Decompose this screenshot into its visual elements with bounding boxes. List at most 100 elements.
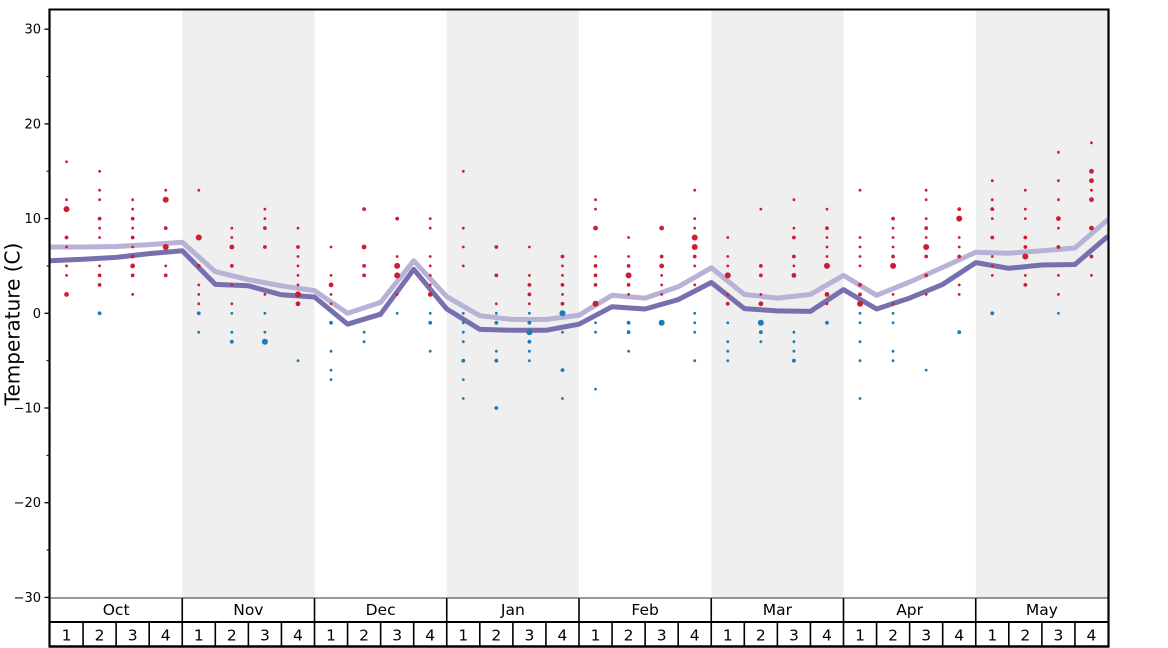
red-temperature-dot: [858, 188, 862, 192]
blue-temperature-dot: [858, 340, 862, 344]
month-shading-band: [446, 10, 579, 598]
week-number-label: 4: [1087, 627, 1097, 645]
red-temperature-dot: [825, 226, 829, 231]
red-temperature-dot: [924, 217, 928, 221]
blue-temperature-dot: [891, 311, 895, 315]
red-temperature-dot: [924, 198, 928, 202]
red-temperature-dot: [990, 207, 995, 212]
red-temperature-dot: [692, 254, 697, 259]
blue-temperature-dot: [726, 340, 730, 344]
red-temperature-dot: [594, 255, 597, 258]
blue-temperature-dot: [858, 397, 862, 400]
blue-temperature-dot: [197, 330, 201, 334]
blue-temperature-dot: [924, 368, 928, 372]
red-temperature-dot: [130, 273, 135, 278]
red-temperature-dot: [528, 245, 531, 249]
blue-temperature-dot: [726, 349, 730, 353]
red-temperature-dot: [65, 160, 68, 164]
red-temperature-dot: [98, 188, 101, 192]
blue-temperature-dot: [461, 340, 465, 344]
week-number-label: 4: [690, 627, 700, 645]
red-temperature-dot: [230, 236, 234, 239]
blue-temperature-dot: [229, 339, 234, 344]
red-temperature-dot: [329, 302, 333, 306]
red-temperature-dot: [858, 245, 862, 249]
red-temperature-dot: [197, 188, 201, 192]
blue-temperature-dot: [362, 340, 366, 344]
red-temperature-dot: [891, 293, 895, 296]
blue-temperature-dot: [594, 321, 597, 325]
week-number-label: 3: [524, 627, 534, 645]
red-temperature-dot: [1022, 253, 1029, 260]
red-temperature-dot: [660, 274, 664, 277]
blue-temperature-dot: [362, 330, 366, 334]
red-temperature-dot: [1089, 168, 1094, 174]
blue-temperature-dot: [494, 320, 499, 325]
week-number-label: 2: [624, 627, 634, 645]
month-label: Oct: [103, 601, 130, 619]
week-number-label: 3: [657, 627, 667, 645]
red-temperature-dot: [1023, 274, 1027, 277]
red-temperature-dot: [792, 264, 796, 268]
red-temperature-dot: [924, 188, 928, 192]
red-temperature-dot: [395, 255, 399, 258]
blue-temperature-dot: [858, 359, 862, 363]
blue-temperature-dot: [528, 349, 531, 353]
month-shading-band: [182, 10, 315, 598]
red-temperature-dot: [263, 293, 267, 296]
red-temperature-dot: [395, 293, 399, 296]
red-temperature-dot: [296, 226, 300, 230]
week-number-label: 2: [227, 627, 237, 645]
blue-temperature-dot: [957, 330, 962, 335]
red-temperature-dot: [660, 293, 664, 296]
week-number-label: 1: [194, 627, 204, 645]
red-temperature-dot: [990, 235, 995, 240]
red-temperature-dot: [131, 198, 135, 202]
week-number-label: 3: [1053, 627, 1063, 645]
red-temperature-dot: [162, 196, 169, 203]
blue-temperature-dot: [395, 311, 399, 315]
blue-temperature-dot: [527, 339, 532, 344]
week-number-label: 1: [987, 627, 997, 645]
red-temperature-dot: [561, 264, 564, 268]
red-temperature-dot: [294, 291, 301, 298]
red-temperature-dot: [561, 293, 564, 296]
red-temperature-dot: [825, 302, 829, 306]
red-temperature-dot: [296, 283, 300, 287]
red-temperature-dot: [98, 226, 101, 230]
blue-temperature-dot: [758, 330, 763, 335]
red-temperature-dot: [891, 254, 895, 259]
week-number-label: 1: [723, 627, 733, 645]
week-number-label: 3: [128, 627, 138, 645]
red-temperature-dot: [858, 255, 862, 258]
red-temperature-dot: [561, 274, 564, 277]
red-temperature-dot: [394, 272, 401, 279]
red-temperature-dot: [229, 264, 234, 268]
blue-temperature-dot: [494, 349, 498, 353]
red-temperature-dot: [758, 264, 763, 268]
week-number-label: 2: [95, 627, 105, 645]
blue-temperature-dot: [1057, 311, 1060, 315]
blue-temperature-dot: [461, 378, 465, 381]
red-temperature-dot: [1089, 197, 1094, 203]
month-label: Dec: [366, 601, 396, 619]
red-temperature-dot: [98, 264, 101, 268]
red-temperature-dot: [659, 254, 664, 259]
red-temperature-dot: [1090, 188, 1093, 192]
red-temperature-dot: [361, 244, 367, 250]
red-temperature-dot: [1057, 150, 1060, 154]
red-temperature-dot: [527, 283, 532, 287]
week-number-label: 2: [491, 627, 501, 645]
red-temperature-dot: [627, 255, 630, 258]
blue-temperature-dot: [626, 330, 631, 335]
week-number-label: 2: [888, 627, 898, 645]
red-temperature-dot: [693, 226, 697, 230]
red-temperature-dot: [791, 273, 797, 278]
red-temperature-dot: [263, 217, 267, 221]
week-number-label: 3: [921, 627, 931, 645]
blue-temperature-dot: [230, 330, 234, 334]
red-temperature-dot: [758, 301, 764, 307]
red-temperature-dot: [131, 245, 135, 249]
blue-temperature-dot: [526, 329, 533, 336]
